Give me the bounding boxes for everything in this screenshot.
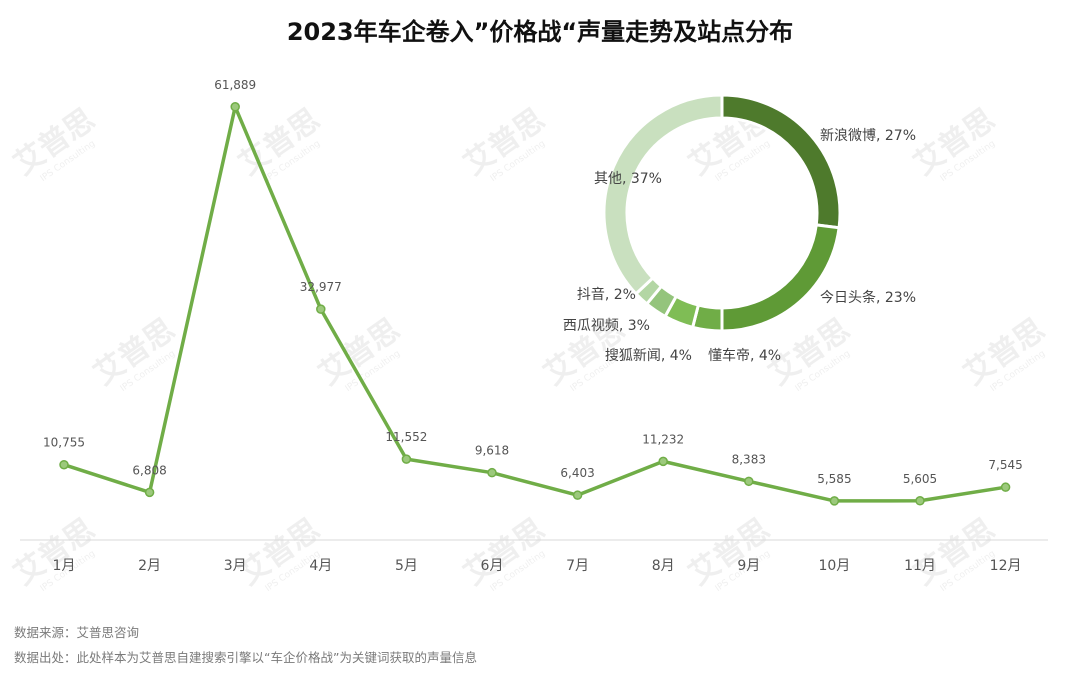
x-tick-label: 11月 [904,558,936,574]
data-label: 32,977 [300,280,342,294]
data-label: 5,605 [903,472,937,486]
slice-label: 其他, 37% [594,171,662,187]
chart-title: 2023年车企卷入”价格战“声量走势及站点分布 [286,18,794,46]
data-label: 6,808 [132,463,166,477]
source-note: 数据来源：艾普思咨询 [14,625,140,640]
data-point [744,476,754,487]
slice-label: 抖音, 2% [577,286,636,303]
data-point [59,459,69,470]
data-point [1000,482,1011,492]
donut-chart: 新浪微博, 27% 今日头条, 23% 懂车帝, 4% 搜狐新闻, 4% 西瓜视频, 3… [563,93,916,364]
slice-label: 今日头条, 23% [820,289,916,306]
data-point [572,490,583,500]
slice-label: 懂车帝, 4% [708,347,781,364]
data-point [144,487,155,498]
slice-label: 西瓜视频, 3% [563,318,650,334]
data-point [658,456,668,467]
x-tick-label: 5月 [395,558,418,574]
data-note: 数据出处：此处样本为艾普思自建搜索引擎以“车企价格战”为关键词获取的声量信息 [14,650,477,665]
data-label: 9,618 [475,444,509,458]
x-tick-label: 1月 [53,558,76,574]
x-tick-label: 8月 [652,558,675,574]
x-tick-label: 2月 [138,558,161,574]
data-point [316,304,326,314]
data-label: 7,545 [988,458,1022,472]
data-label: 8,383 [732,452,766,466]
data-point [487,467,497,478]
data-point [915,496,925,506]
x-tick-label: 4月 [309,558,332,574]
data-label: 11,552 [385,430,427,444]
data-label: 6,403 [560,466,594,480]
x-tick-label: 3月 [224,558,247,574]
data-label: 61,889 [214,78,256,92]
donut-slice [602,93,724,296]
slice-label: 新浪微博, 27% [820,127,916,144]
data-point [401,454,412,464]
series-line [63,105,1006,503]
x-tick-label: 9月 [737,558,760,574]
data-label: 11,232 [642,432,684,446]
data-point [829,496,840,506]
x-tick-label: 10月 [818,558,850,574]
data-point [230,102,240,112]
line-series: 10,755 1月 6,808 2月 61,889 3月 32,977 4月 11,552 5月 9… [43,78,1023,574]
slice-label: 搜狐新闻, 4% [605,348,692,364]
donut-slice [720,223,841,333]
data-label: 10,755 [43,436,85,450]
data-label: 5,585 [817,472,851,486]
x-tick-label: 6月 [481,558,504,574]
x-tick-label: 12月 [990,558,1022,574]
x-tick-label: 7月 [566,558,589,574]
